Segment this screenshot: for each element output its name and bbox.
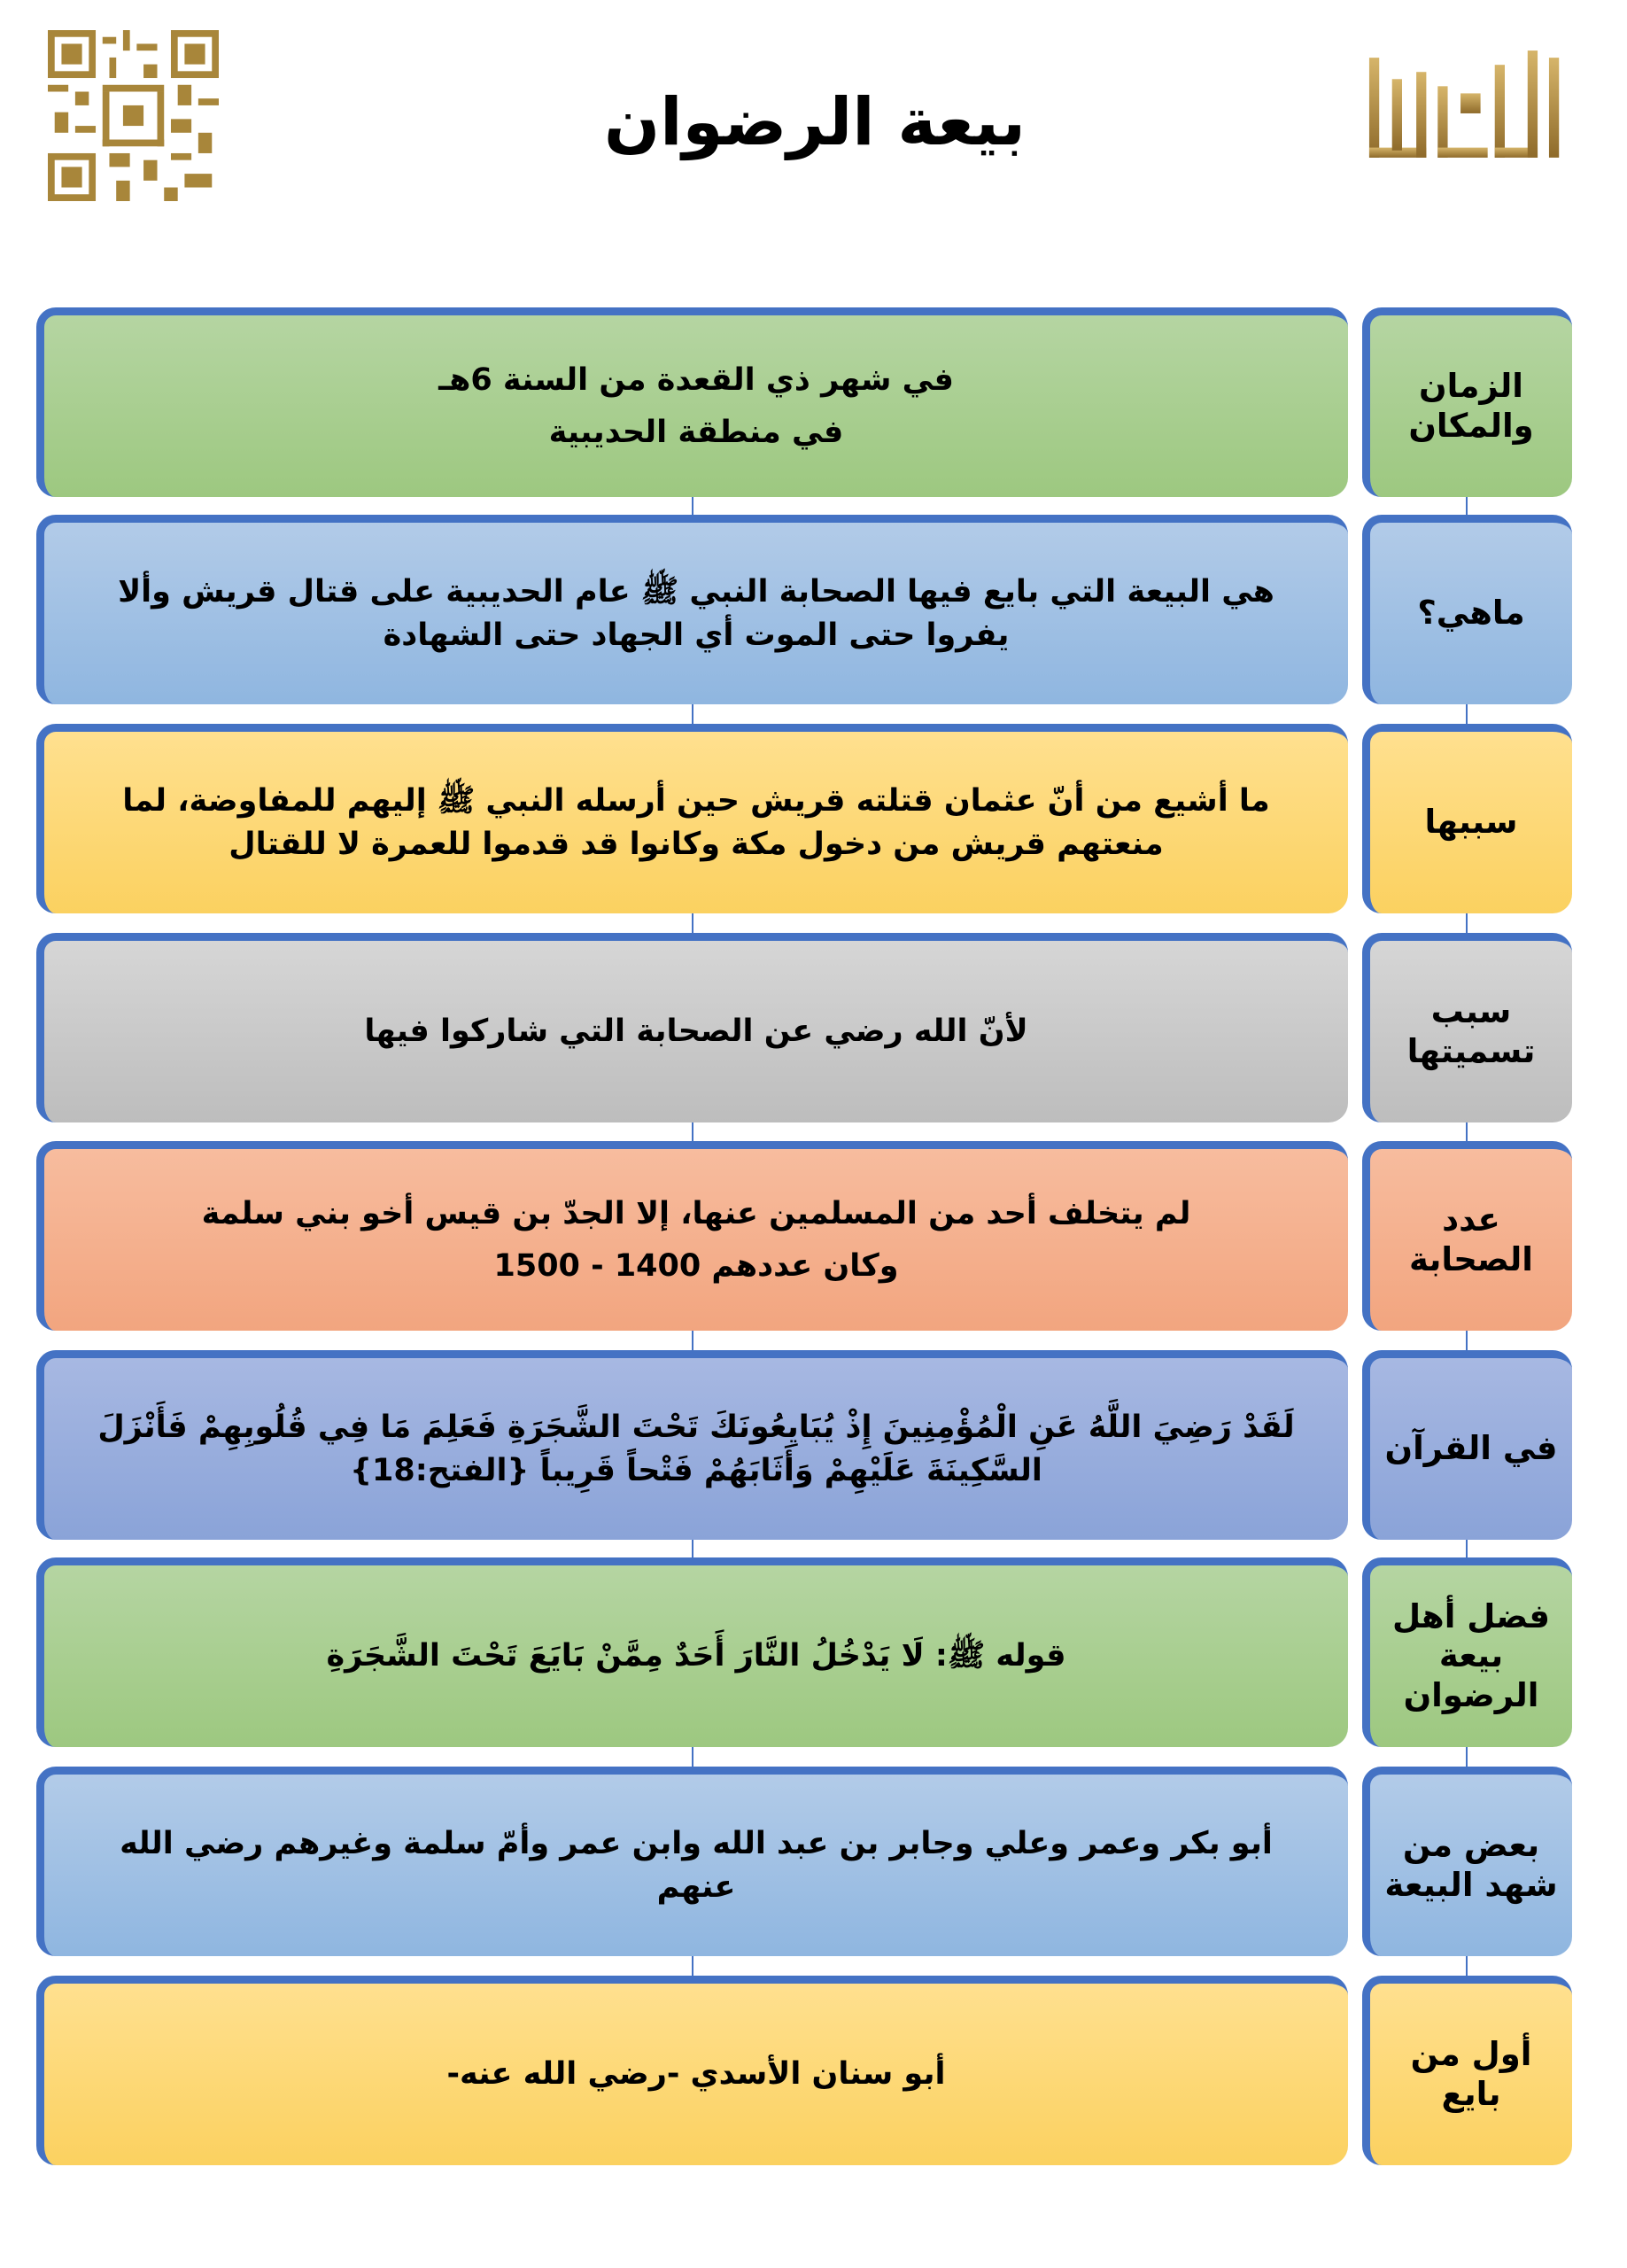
content-box: في شهر ذي القعدة من السنة 6هـ في منطقة ال… [36, 307, 1348, 497]
content-box: لأنّ الله رضي عن الصحابة التي شاركوا فيه… [36, 933, 1348, 1122]
content-box: أبو بكر وعمر وعلي وجابر بن عبد الله وابن… [36, 1767, 1348, 1956]
content-text: وكان عددهم 1400 - 1500 [493, 1247, 899, 1284]
content-box: لَقَدْ رَضِيَ اللَّهُ عَنِ الْمُؤْمِنِين… [36, 1350, 1348, 1540]
row-time-place: في شهر ذي القعدة من السنة 6هـ في منطقة ال… [36, 307, 1572, 517]
row-naming-reason: لأنّ الله رضي عن الصحابة التي شاركوا فيه… [36, 933, 1572, 1142]
content-text: أبو بكر وعمر وعلي وجابر بن عبد الله وابن… [120, 1825, 1273, 1905]
connector-line [1466, 913, 1468, 933]
content-box: لم يتخلف أحد من المسلمين عنها، إلا الجدّ… [36, 1141, 1348, 1331]
qr-code-icon [48, 30, 219, 201]
connector-line [692, 1331, 693, 1350]
connector-line [692, 1747, 693, 1767]
connector-line [1466, 497, 1468, 517]
row-witnesses: أبو بكر وعمر وعلي وجابر بن عبد الله وابن… [36, 1767, 1572, 1976]
row-label: في القرآن [1362, 1350, 1572, 1540]
content-text: لم يتخلف أحد من المسلمين عنها، إلا الجدّ… [201, 1195, 1191, 1231]
row-virtue: قوله ﷺ: لَا يَدْخُلُ النَّارَ أَحَدٌ مِم… [36, 1557, 1572, 1767]
content-box: هي البيعة التي بايع فيها الصحابة النبي ﷺ… [36, 515, 1348, 704]
content-text: في شهر ذي القعدة من السنة 6هـ [438, 361, 954, 398]
connector-line [692, 1122, 693, 1142]
row-label: الزمان والمكان [1362, 307, 1572, 497]
content-text: في منطقة الحديبية [548, 414, 844, 450]
row-label: عدد الصحابة [1362, 1141, 1572, 1331]
connector-line [692, 1540, 693, 1559]
connector-line [1466, 1956, 1468, 1976]
row-label: بعض من شهد البيعة [1362, 1767, 1572, 1956]
row-first-pledger: أبو سنان الأسدي -رضي الله عنه- أول من باي… [36, 1976, 1572, 2165]
page-title: بيعة الرضوان [603, 84, 1026, 160]
connector-line [1466, 1331, 1468, 1350]
content-box: قوله ﷺ: لَا يَدْخُلُ النَّارَ أَحَدٌ مِم… [36, 1557, 1348, 1747]
connector-line [692, 913, 693, 933]
row-cause: ما أشيع من أنّ عثمان قتلته قريش حين أرسل… [36, 724, 1572, 933]
content-text: لأنّ الله رضي عن الصحابة التي شاركوا فيه… [364, 1014, 1028, 1049]
row-what-is-it: هي البيعة التي بايع فيها الصحابة النبي ﷺ… [36, 515, 1572, 724]
connector-line [692, 497, 693, 517]
connector-line [1466, 1747, 1468, 1767]
row-in-quran: لَقَدْ رَضِيَ اللَّهُ عَنِ الْمُؤْمِنِين… [36, 1350, 1572, 1559]
row-label: سبب تسميتها [1362, 933, 1572, 1122]
connector-line [1466, 1540, 1468, 1559]
content-text: لَقَدْ رَضِيَ اللَّهُ عَنِ الْمُؤْمِنِين… [97, 1409, 1295, 1488]
content-box: أبو سنان الأسدي -رضي الله عنه- [36, 1976, 1348, 2165]
brand-logo [1368, 50, 1560, 158]
row-label: فضل أهل بيعة الرضوان [1362, 1557, 1572, 1747]
connector-line [692, 1956, 693, 1976]
connector-line [1466, 704, 1468, 724]
content-text: هي البيعة التي بايع فيها الصحابة النبي ﷺ… [118, 573, 1274, 653]
row-label: ماهي؟ [1362, 515, 1572, 704]
connector-line [1466, 1122, 1468, 1142]
content-text: أبو سنان الأسدي -رضي الله عنه- [446, 2056, 946, 2092]
row-companions-count: لم يتخلف أحد من المسلمين عنها، إلا الجدّ… [36, 1141, 1572, 1350]
row-label: سببها [1362, 724, 1572, 913]
content-text: قوله ﷺ: لَا يَدْخُلُ النَّارَ أَحَدٌ مِم… [326, 1638, 1066, 1674]
content-text: ما أشيع من أنّ عثمان قتلته قريش حين أرسل… [122, 782, 1270, 862]
row-label: أول من بايع [1362, 1976, 1572, 2165]
connector-line [692, 704, 693, 724]
content-box: ما أشيع من أنّ عثمان قتلته قريش حين أرسل… [36, 724, 1348, 913]
